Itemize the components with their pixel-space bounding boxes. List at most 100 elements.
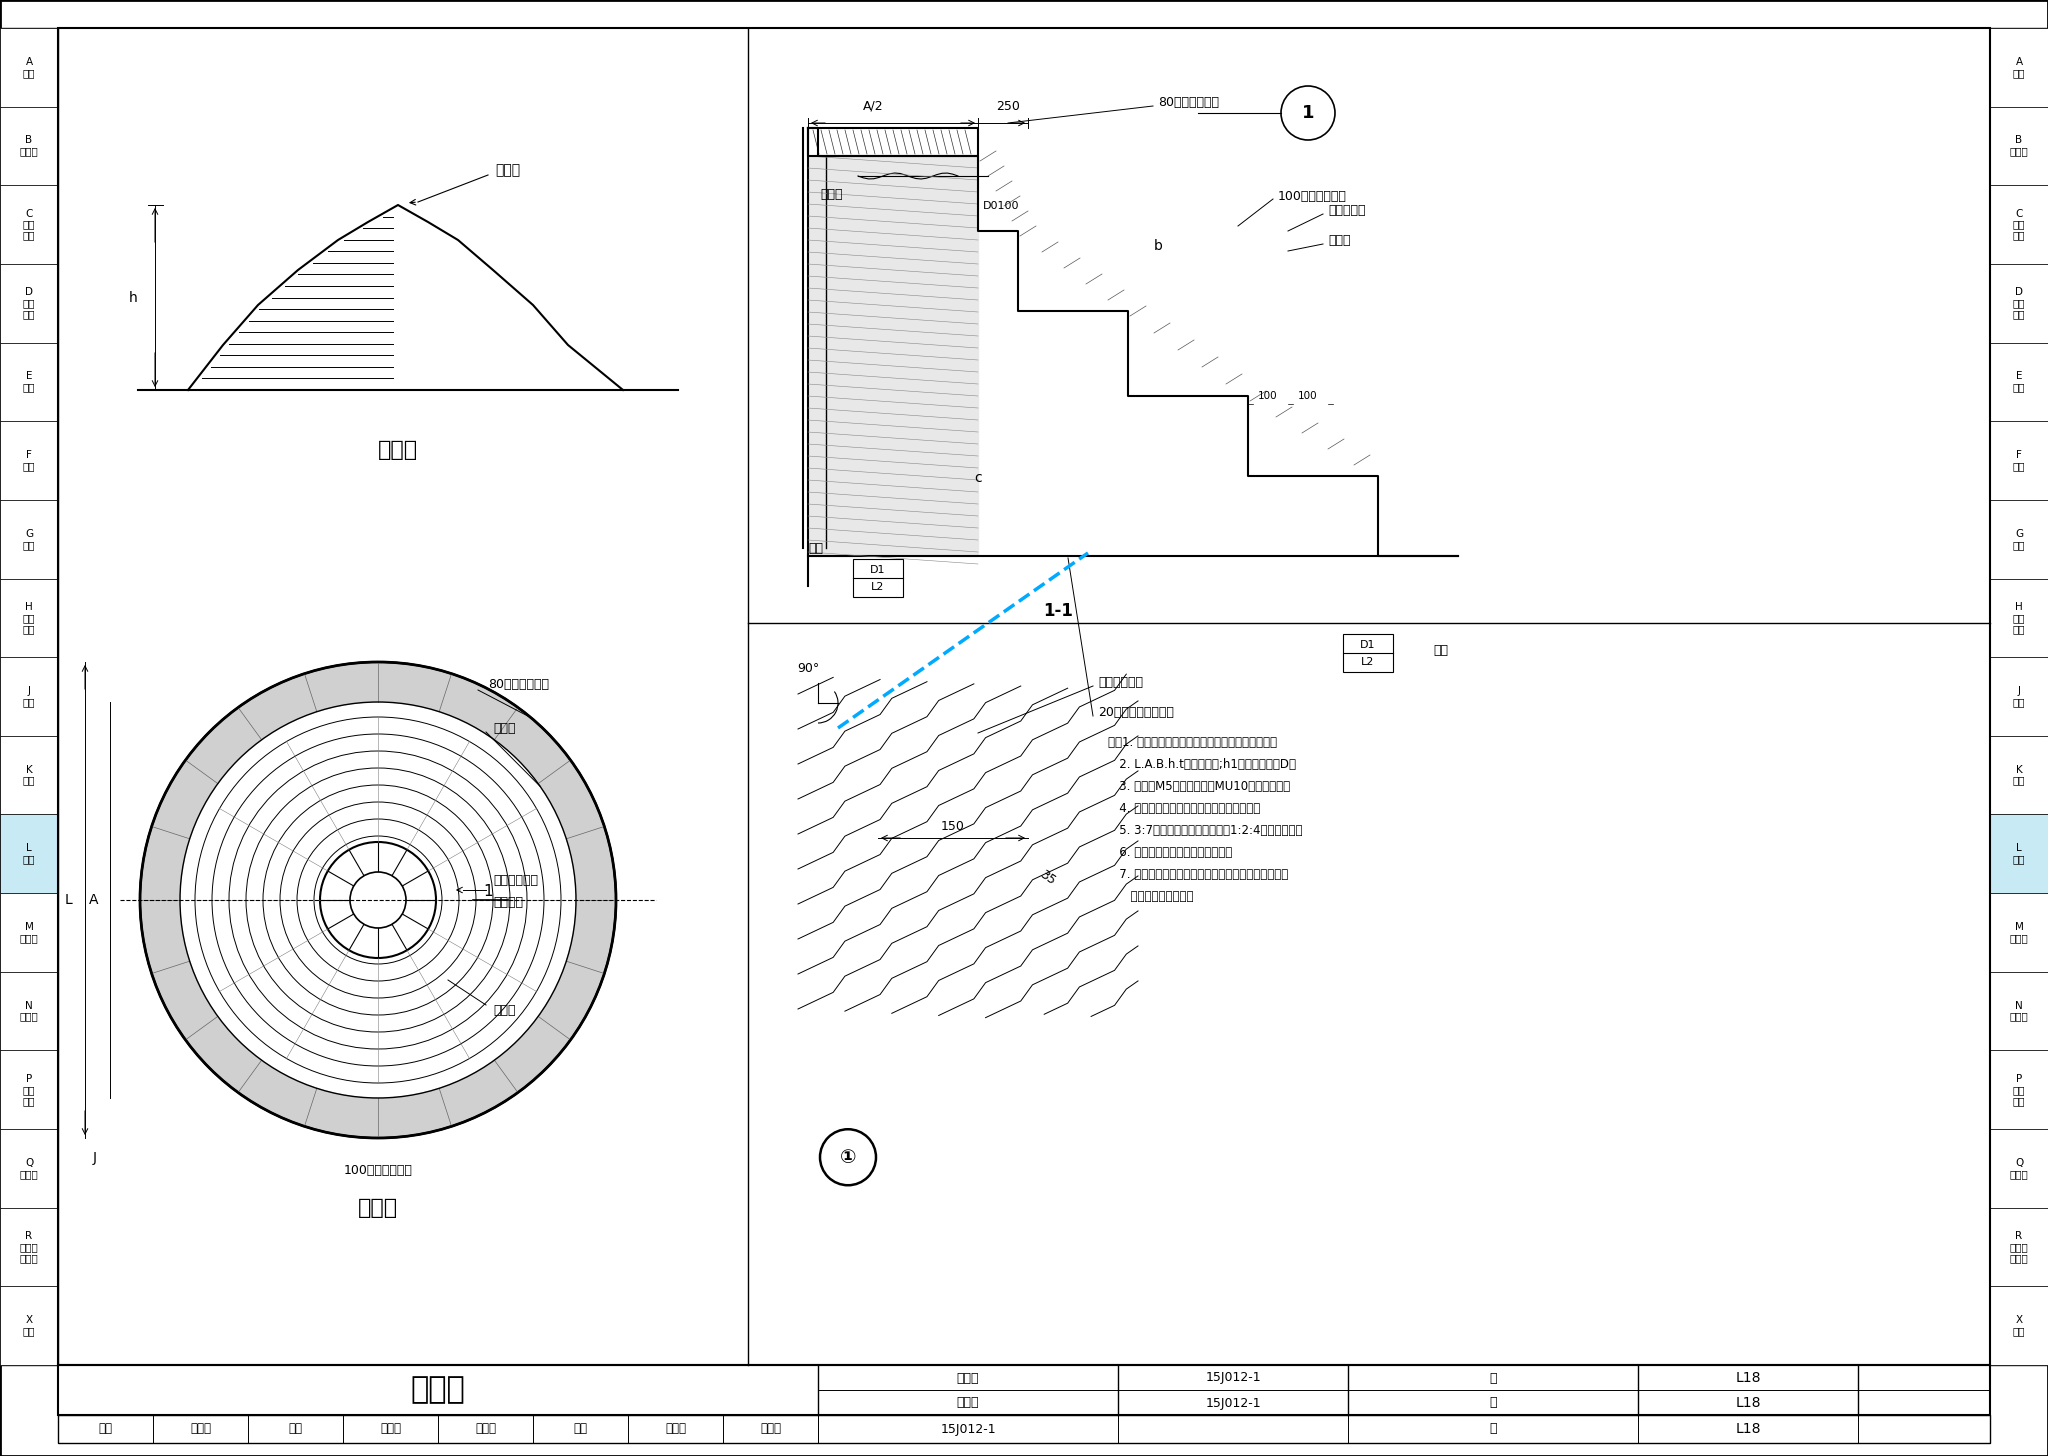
Bar <box>1991 657 2048 735</box>
Text: 15J012-1: 15J012-1 <box>1204 1372 1262 1385</box>
Text: 校对: 校对 <box>289 1423 303 1436</box>
Bar <box>0 657 57 735</box>
Text: 树池: 树池 <box>23 623 35 633</box>
Text: 构造: 构造 <box>23 309 35 319</box>
Bar <box>0 735 57 814</box>
Text: M: M <box>2015 922 2023 932</box>
Text: 平面图: 平面图 <box>358 1198 397 1219</box>
Text: L2: L2 <box>870 582 885 593</box>
Text: F: F <box>2015 450 2021 460</box>
Text: D: D <box>2015 287 2023 297</box>
Text: 小品: 小品 <box>2013 1096 2025 1105</box>
Text: J: J <box>92 1152 96 1165</box>
Text: 态技术: 态技术 <box>20 1254 39 1262</box>
Text: A/2: A/2 <box>862 99 883 112</box>
Bar <box>0 421 57 499</box>
Bar <box>57 1415 1991 1443</box>
Text: 采用天然级配砂石。: 采用天然级配砂石。 <box>1108 891 1194 904</box>
Text: D1: D1 <box>1360 641 1376 649</box>
Text: 100厚花岗岩压顶: 100厚花岗岩压顶 <box>344 1163 412 1176</box>
Text: 台阶: 台阶 <box>2013 540 2025 550</box>
Text: 材料: 材料 <box>23 230 35 240</box>
Text: 铺装: 铺装 <box>2013 220 2025 230</box>
Text: 页: 页 <box>1489 1396 1497 1409</box>
Bar <box>0 893 57 971</box>
Text: 页: 页 <box>1489 1372 1497 1385</box>
Text: B: B <box>25 135 33 146</box>
Text: 出水口: 出水口 <box>496 163 520 178</box>
Circle shape <box>350 872 406 927</box>
Bar <box>0 814 57 893</box>
Text: K: K <box>2015 764 2021 775</box>
Text: 80厚花岗岩压顶: 80厚花岗岩压顶 <box>487 678 549 692</box>
Text: 审核: 审核 <box>98 1423 113 1436</box>
Text: 图集号: 图集号 <box>956 1396 979 1409</box>
Bar <box>1991 735 2048 814</box>
Text: 2. L.A.B.h.t按工程设计;h1满足溢水管径D。: 2. L.A.B.h.t按工程设计;h1满足溢水管径D。 <box>1108 759 1296 772</box>
Text: 小品: 小品 <box>23 1096 35 1105</box>
Text: 花池: 花池 <box>23 613 35 623</box>
Text: 铺装: 铺装 <box>23 220 35 230</box>
Text: 其他: 其他 <box>2013 1085 2025 1095</box>
Text: 排盐碱: 排盐碱 <box>20 1169 39 1179</box>
Text: ①: ① <box>840 1147 856 1166</box>
Text: 15J012-1: 15J012-1 <box>1204 1396 1262 1409</box>
Bar <box>1991 1207 2048 1286</box>
Text: h: h <box>129 291 137 304</box>
Text: 立面图: 立面图 <box>379 440 418 460</box>
Text: 总说明: 总说明 <box>20 147 39 156</box>
Text: L2: L2 <box>1362 657 1374 667</box>
Text: H: H <box>2015 601 2023 612</box>
Text: 树池: 树池 <box>2013 623 2025 633</box>
Text: 水景: 水景 <box>23 855 35 865</box>
Text: 1-1: 1-1 <box>1042 601 1073 620</box>
Text: 花池: 花池 <box>2013 613 2025 623</box>
Text: Q: Q <box>25 1158 33 1168</box>
Text: c: c <box>975 470 981 485</box>
Text: 150: 150 <box>942 820 965 833</box>
Text: 1: 1 <box>483 884 494 900</box>
Text: K: K <box>27 764 33 775</box>
Text: 雨水生: 雨水生 <box>2009 1242 2028 1252</box>
Bar <box>1343 633 1393 673</box>
Text: 池底: 池底 <box>1434 645 1448 658</box>
Text: 景观桥: 景观桥 <box>2009 933 2028 943</box>
Bar <box>1991 1050 2048 1128</box>
Bar <box>1991 1286 2048 1366</box>
Text: 90°: 90° <box>797 661 819 674</box>
Text: 态技术: 态技术 <box>2009 1254 2028 1262</box>
Text: 铺装: 铺装 <box>23 298 35 309</box>
Text: 100厚花岗岩压顶: 100厚花岗岩压顶 <box>1278 189 1348 202</box>
Bar <box>854 559 903 597</box>
Text: E: E <box>27 371 33 381</box>
Text: J: J <box>27 686 31 696</box>
Text: 天然石材面层: 天然石材面层 <box>494 874 539 887</box>
Bar <box>0 264 57 342</box>
Bar <box>1991 28 2048 1366</box>
Text: L18: L18 <box>1735 1396 1761 1409</box>
Text: C: C <box>25 208 33 218</box>
Text: 景墙: 景墙 <box>23 697 35 708</box>
Text: 颜之璞: 颜之璞 <box>475 1423 496 1436</box>
Text: A: A <box>88 893 98 907</box>
Bar <box>1991 106 2048 185</box>
Text: G: G <box>25 529 33 539</box>
Polygon shape <box>809 156 979 556</box>
Text: 总说明: 总说明 <box>2009 147 2028 156</box>
Bar <box>1991 28 2048 106</box>
Text: 缘石: 缘石 <box>23 383 35 393</box>
Circle shape <box>819 1130 877 1185</box>
Bar <box>0 342 57 421</box>
Text: 出水口: 出水口 <box>494 722 516 734</box>
Text: R: R <box>25 1230 33 1241</box>
Bar <box>0 1207 57 1286</box>
Text: 常水位: 常水位 <box>821 188 844 201</box>
Bar <box>0 185 57 264</box>
Text: 花架: 花架 <box>23 776 35 786</box>
Bar <box>1991 578 2048 657</box>
Text: 7. 在季节性冻土区，如水池池底位于冻土层以上时，: 7. 在季节性冻土区，如水池池底位于冻土层以上时， <box>1108 868 1288 881</box>
Text: H: H <box>25 601 33 612</box>
Text: L18: L18 <box>1735 1372 1761 1385</box>
Bar <box>1991 185 2048 264</box>
Text: 排盐碱: 排盐碱 <box>2009 1169 2028 1179</box>
